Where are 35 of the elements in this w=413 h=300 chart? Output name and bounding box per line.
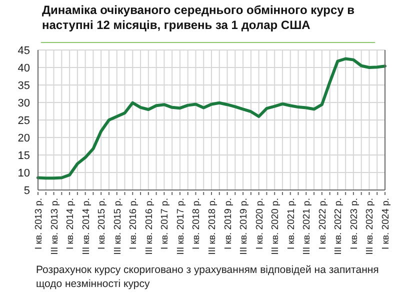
x-tick-label: III кв. 2020 р. (270, 198, 282, 255)
x-tick-label: I кв. 2024 р. (380, 198, 392, 250)
x-tick-label: I кв. 2022 р. (317, 198, 328, 250)
x-tick-label: I кв. 2019 р. (222, 198, 234, 250)
x-tick-label: III кв. 2018 р. (207, 198, 218, 255)
y-tick-label: 5 (24, 184, 30, 197)
y-tick-label: 20 (18, 132, 30, 144)
line-series (36, 57, 386, 180)
x-tick-label: III кв. 2016 р. (144, 198, 155, 255)
x-tick-label: III кв. 2013 р. (49, 198, 60, 255)
x-tick-label: I кв. 2021 р. (286, 198, 297, 250)
y-tick-label: 40 (18, 62, 30, 74)
text: Розрахунок курсу скориговано з урахуванням відповідей на запитання щодо незмінності курсу (36, 263, 380, 291)
x-tick-label: III кв. 2023 р. (364, 198, 376, 255)
x-tick-label: III кв. 2021 р. (302, 198, 313, 255)
x-tick-label: I кв. 2020 р. (254, 198, 266, 250)
x-tick-label: I кв. 2013 р. (34, 198, 44, 250)
y-tick-label: 15 (18, 150, 30, 162)
x-tick-label: I кв. 2014 р. (65, 198, 76, 250)
y-tick-label: 35 (18, 80, 30, 92)
x-tick-label: I кв. 2015 р. (96, 198, 108, 250)
y-tick-label: 45 (18, 44, 30, 57)
x-tick-label: III кв. 2019 р. (238, 198, 250, 255)
chart-title: Динаміка очікуваного середнього обмінного курсу в наступні 12 місяців, гривень за 1 долар США (42, 3, 356, 33)
x-tick-label: I кв. 2016 р. (128, 198, 140, 250)
x-tick-label: I кв. 2018 р. (191, 198, 202, 250)
x-tick-label: III кв. 2022 р. (333, 198, 344, 255)
y-tick-label: 25 (18, 114, 30, 127)
x-tick-label: III кв. 2015 р. (112, 198, 124, 255)
x-tick-label: III кв. 2017 р. (175, 198, 186, 255)
x-tick-label: I кв. 2017 р. (160, 198, 171, 250)
y-tick-label: 10 (18, 167, 30, 180)
x-tick-label: I кв. 2023 р. (348, 198, 360, 250)
x-tick-label: III кв. 2014 р. (80, 198, 92, 255)
y-tick-label: 30 (18, 97, 30, 110)
